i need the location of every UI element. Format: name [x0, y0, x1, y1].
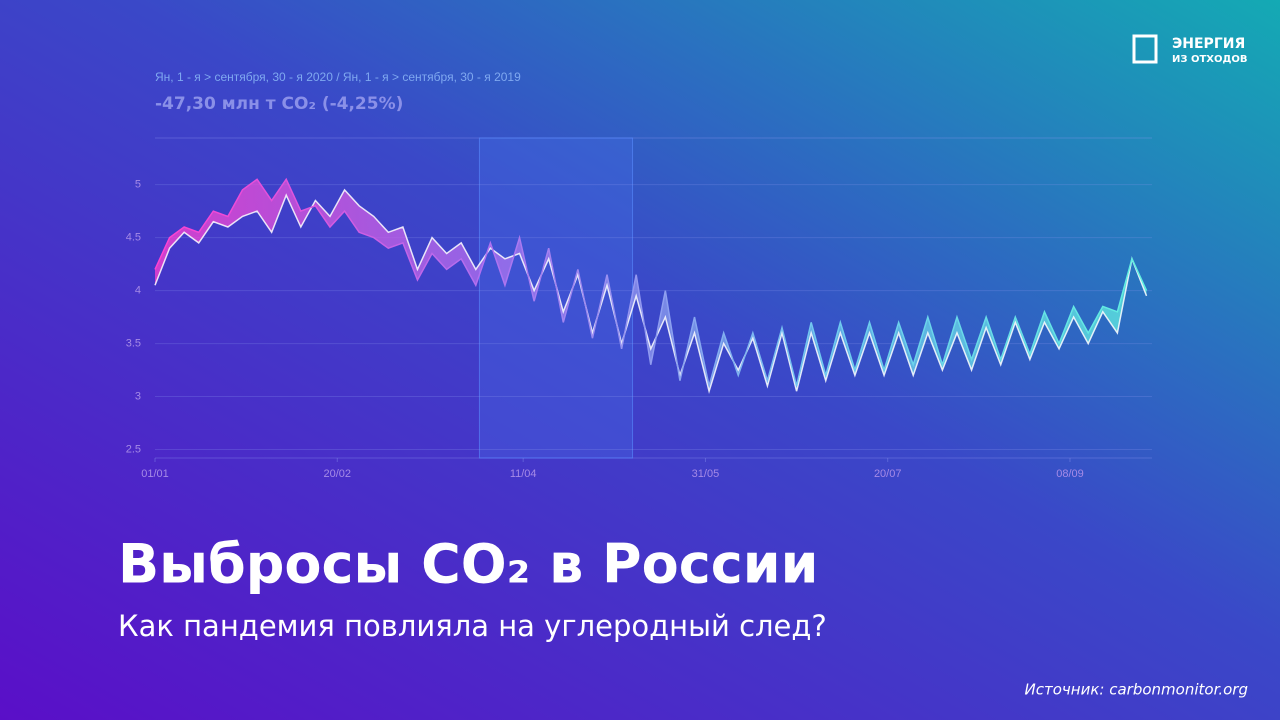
area-between: [155, 179, 1147, 392]
series-line: [154, 177, 1148, 387]
subtitle: Как пандемия повлияла на углеродный след…: [118, 609, 827, 643]
y-tick-label: 5: [135, 179, 141, 191]
logo: ЭНЕРГИЯ ИЗ ОТХОДОВ: [1132, 34, 1248, 65]
x-tick-label: 20/02: [324, 468, 352, 480]
x-tick-label: 01/01: [141, 468, 169, 480]
chart-summary: -47,30 млн т CO₂ (-4,25%): [155, 94, 403, 114]
y-tick-label: 3: [135, 390, 141, 402]
logo-icon: [1132, 34, 1158, 64]
title: Выбросы CO₂ в России: [118, 533, 818, 596]
logo-line1: ЭНЕРГИЯ: [1172, 36, 1245, 52]
x-tick-label: 08/09: [1056, 468, 1084, 480]
x-tick-label: 31/05: [692, 468, 720, 480]
plot: 2.5 3 3.5 4 4.5 5 01/01 20/02 11/04 31/05 20/07 08/…: [126, 137, 1152, 480]
y-tick-label: 4.5: [126, 232, 141, 244]
source: Источник: carbonmonitor.org: [1025, 681, 1248, 699]
logo-line2: ИЗ ОТХОДОВ: [1172, 54, 1248, 65]
x-tick-label: 11/04: [510, 468, 537, 480]
y-tick-label: 3.5: [126, 337, 141, 349]
x-tick-label: 20/07: [874, 468, 902, 480]
chart-header: Ян, 1 - я > сентября, 30 - я 2020 / Ян, …: [155, 70, 521, 84]
highlight-band: [478, 137, 634, 459]
y-tick-label: 2.5: [126, 443, 141, 455]
series-line: [154, 188, 1148, 395]
y-tick-label: 4: [135, 284, 141, 296]
